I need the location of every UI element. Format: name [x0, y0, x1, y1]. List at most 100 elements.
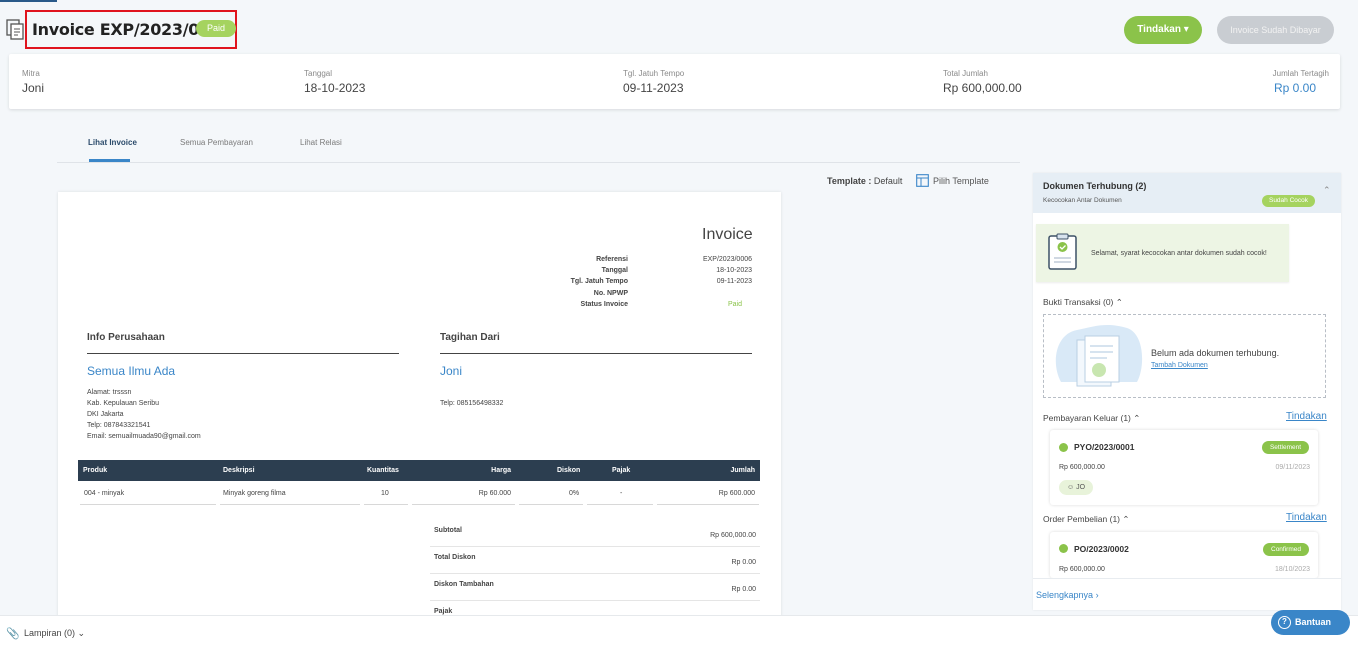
- table-cell: 004 - minyak: [84, 490, 125, 497]
- items-table-header: [78, 460, 760, 481]
- paperclip-icon: 📎: [6, 628, 20, 640]
- payment-status-badge: Settlement: [1262, 441, 1309, 454]
- actions-button-label: Tindakan: [1137, 24, 1181, 35]
- total-discount-value: Rp 0.00: [731, 559, 756, 566]
- empty-documents-text: Belum ada dokumen terhubung.: [1151, 348, 1280, 358]
- extra-discount-value: Rp 0.00: [731, 586, 756, 593]
- status-badge: Paid: [196, 20, 236, 37]
- panel-footer: [1033, 578, 1341, 610]
- pick-template-link[interactable]: Pilih Template: [933, 176, 989, 186]
- row-divider: [412, 504, 515, 505]
- invoice-paid-button[interactable]: Invoice Sudah Dibayar: [1217, 16, 1334, 44]
- meta-value: EXP/2023/0006: [702, 256, 752, 263]
- chevron-right-icon: ›: [1095, 590, 1099, 600]
- company-address: DKI Jakarta: [87, 411, 124, 418]
- chevron-up-icon[interactable]: ⌃: [1323, 185, 1331, 195]
- table-header-cell: Produk: [83, 467, 108, 474]
- date-label: Tanggal: [304, 69, 333, 78]
- check-circle-icon: [1059, 443, 1068, 452]
- section-divider: [87, 353, 399, 354]
- company-address: Alamat: trsssn: [87, 389, 132, 396]
- meta-label: Referensi: [596, 256, 628, 263]
- row-divider: [80, 504, 216, 505]
- table-header-cell: Harga: [491, 467, 511, 474]
- table-cell: 10: [381, 490, 389, 497]
- tax-label: Pajak: [434, 608, 453, 615]
- billed-amount-value: Rp 0.00: [1274, 81, 1317, 95]
- order-amount: Rp 600,000.00: [1059, 566, 1105, 573]
- payment-actions-link[interactable]: Tindakan: [1286, 411, 1327, 422]
- invoice-status-value: Paid: [727, 301, 742, 308]
- attachments-toggle[interactable]: Lampiran (0) ⌄: [24, 628, 86, 638]
- table-header-cell: Jumlah: [730, 467, 755, 474]
- outgoing-payment-title[interactable]: Pembayaran Keluar (1) ⌃: [1043, 413, 1141, 423]
- caret-down-icon: ▾: [1183, 24, 1189, 35]
- mitra-value: Joni: [22, 81, 45, 95]
- actions-button[interactable]: Tindakan ▾: [1124, 16, 1202, 44]
- table-cell: Minyak goreng filma: [223, 490, 286, 497]
- purchase-order-title[interactable]: Order Pembelian (1) ⌃: [1043, 514, 1130, 524]
- payment-amount: Rp 600,000.00: [1059, 464, 1105, 471]
- footer-bar: [0, 615, 1358, 653]
- table-cell: Rp 60.000: [478, 490, 511, 497]
- table-header-cell: Pajak: [612, 467, 631, 474]
- extra-discount-label: Diskon Tambahan: [434, 581, 494, 588]
- tab-semua-pembayaran[interactable]: Semua Pembayaran: [180, 138, 253, 147]
- total-value: Rp 600,000.00: [943, 81, 1022, 95]
- subtotal-label: Subtotal: [434, 527, 462, 534]
- billed-from-heading: Tagihan Dari: [440, 332, 500, 343]
- totals-divider: [430, 573, 760, 574]
- transaction-proof-title[interactable]: Bukti Transaksi (0) ⌃: [1043, 297, 1123, 307]
- table-header-cell: Deskripsi: [223, 467, 255, 474]
- empty-documents-box: [1043, 314, 1326, 398]
- user-icon: ☺: [1066, 484, 1075, 491]
- template-label: Template : Default: [827, 176, 903, 186]
- clipboard-check-icon: [1048, 233, 1077, 270]
- order-status-badge: Confirmed: [1263, 543, 1309, 556]
- due-date-label: Tgl. Jatuh Tempo: [623, 69, 685, 78]
- linked-documents-title: Dokumen Terhubung (2): [1043, 181, 1147, 191]
- due-date-value: 09-11-2023: [623, 81, 684, 95]
- table-cell: Rp 600.000: [718, 490, 755, 497]
- top-accent-line: [0, 0, 57, 2]
- check-circle-icon: [1059, 544, 1068, 553]
- linked-documents-subtitle: Kecocokan Antar Dokumen: [1043, 197, 1122, 204]
- tab-lihat-relasi[interactable]: Lihat Relasi: [300, 138, 342, 147]
- order-date: 18/10/2023: [1274, 566, 1310, 573]
- row-divider: [220, 504, 360, 505]
- billed-amount-label: Jumlah Tertagih: [1272, 69, 1329, 78]
- match-badge: Sudah Cocok: [1262, 195, 1315, 207]
- row-divider: [364, 504, 408, 505]
- linked-documents-header[interactable]: [1033, 173, 1341, 213]
- row-divider: [519, 504, 583, 505]
- match-notice-text: Selamat, syarat kecocokan antar dokumen …: [1091, 250, 1267, 257]
- tab-lihat-invoice[interactable]: Lihat Invoice: [88, 138, 137, 147]
- chevron-up-icon: ⌃: [1122, 514, 1130, 524]
- meta-label: Tgl. Jatuh Tempo: [570, 278, 628, 285]
- tabs-divider: [57, 162, 1020, 163]
- company-phone: Telp: 087843321541: [87, 422, 151, 429]
- meta-value: 09-11-2023: [716, 278, 752, 285]
- user-tag: ☺ JO: [1059, 480, 1093, 495]
- add-document-link[interactable]: Tambah Dokumen: [1151, 362, 1208, 369]
- date-value: 18-10-2023: [304, 81, 366, 95]
- question-icon: ?: [1278, 616, 1291, 629]
- table-header-cell: Kuantitas: [367, 467, 399, 474]
- active-tab-indicator: [89, 159, 130, 162]
- subtotal-value: Rp 600,000.00: [710, 532, 756, 539]
- invoice-heading: Invoice: [702, 226, 753, 243]
- billed-name: Joni: [440, 364, 463, 378]
- empty-document-illustration: [1055, 324, 1143, 387]
- chevron-up-icon: ⌃: [1115, 297, 1123, 307]
- order-actions-link[interactable]: Tindakan: [1286, 512, 1327, 523]
- page-title: Invoice EXP/2023/0006: [32, 20, 232, 39]
- section-divider: [440, 353, 752, 354]
- template-icon[interactable]: [916, 174, 929, 187]
- invoice-preview: [58, 192, 781, 622]
- table-cell: 0%: [569, 490, 580, 497]
- meta-label: Status Invoice: [580, 301, 628, 308]
- see-more-link[interactable]: Selengkapnya ›: [1036, 590, 1099, 600]
- row-divider: [587, 504, 653, 505]
- table-header-cell: Diskon: [557, 467, 581, 474]
- order-number: PO/2023/0002: [1074, 544, 1129, 554]
